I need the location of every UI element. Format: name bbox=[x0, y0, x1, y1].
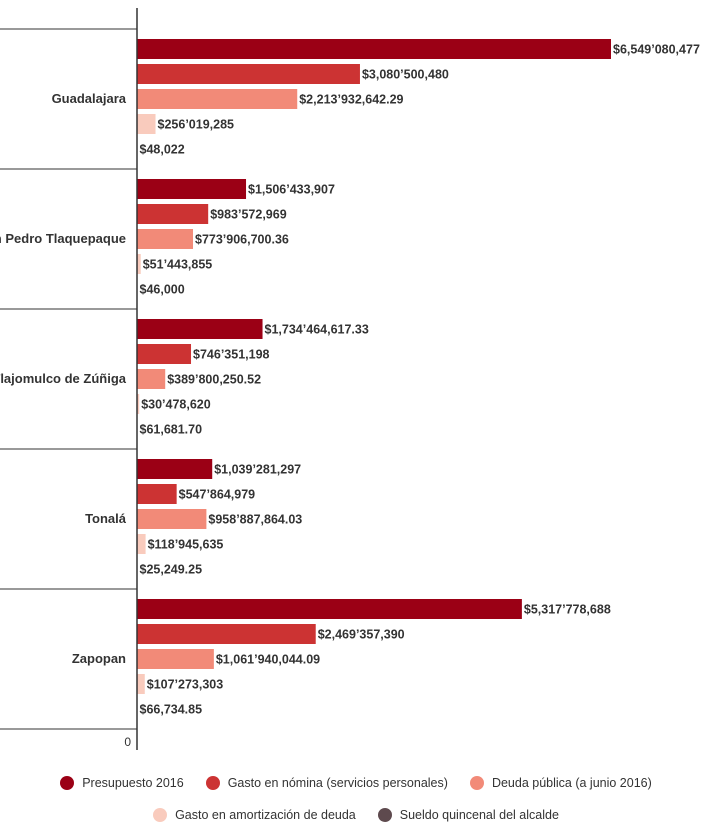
category-label: San Pedro Tlaquepaque bbox=[0, 231, 126, 246]
legend-swatch bbox=[205, 776, 220, 790]
data-label: $5,317’778,688 bbox=[524, 603, 611, 617]
bar bbox=[137, 459, 213, 479]
bar bbox=[137, 394, 140, 414]
data-label: $1,061’940,044.09 bbox=[216, 653, 320, 667]
data-label: $746’351,198 bbox=[193, 348, 270, 362]
data-label: $118’945,635 bbox=[148, 538, 224, 552]
data-label: $1,734’464,617.33 bbox=[265, 323, 369, 337]
legend-row-2: Gasto en amortización de deuda Sueldo qui… bbox=[0, 808, 712, 822]
legend-item[interactable]: Presupuesto 2016 bbox=[60, 776, 184, 790]
data-label: $107’273,303 bbox=[147, 678, 224, 692]
bar bbox=[137, 254, 141, 274]
bar bbox=[137, 649, 214, 669]
data-label: $30’478,620 bbox=[141, 398, 211, 412]
data-label: $2,213’932,642.29 bbox=[299, 93, 403, 107]
data-label: $547’864,979 bbox=[179, 488, 256, 502]
data-label: $6,549’080,477 bbox=[613, 43, 700, 57]
bar bbox=[137, 114, 156, 134]
bar bbox=[137, 204, 209, 224]
data-label: $256’019,285 bbox=[158, 118, 235, 132]
bar-chart: Guadalajara San Pedro Tlaquepaque Tlajomul… bbox=[0, 8, 700, 750]
bar bbox=[137, 369, 166, 389]
bar bbox=[137, 89, 298, 109]
data-label: $51’443,855 bbox=[143, 258, 213, 272]
category-label: Zapopan bbox=[72, 651, 126, 666]
data-label: $773’906,700.36 bbox=[195, 233, 289, 247]
data-label: $3,080’500,480 bbox=[362, 68, 449, 82]
bar bbox=[137, 674, 145, 694]
data-label: $983’572,969 bbox=[210, 208, 287, 222]
data-label: $25,249.25 bbox=[140, 563, 203, 577]
legend-label: Gasto en amortización de deuda bbox=[175, 808, 356, 822]
bar bbox=[137, 64, 360, 84]
data-label: $1,506’433,907 bbox=[248, 183, 335, 197]
bar bbox=[137, 599, 522, 619]
category-label: Guadalajara bbox=[52, 91, 127, 106]
data-label: $1,039’281,297 bbox=[214, 463, 301, 477]
data-label: $61,681.70 bbox=[140, 423, 203, 437]
legend-label: Gasto en nómina (servicios personales) bbox=[227, 776, 448, 790]
data-label: $2,469’357,390 bbox=[318, 628, 405, 642]
legend-swatch bbox=[60, 776, 75, 790]
x-tick-label: 0 bbox=[124, 735, 131, 749]
bar bbox=[137, 509, 207, 529]
legend-item[interactable]: Sueldo quincenal del alcalde bbox=[377, 808, 559, 822]
legend-item[interactable]: Gasto en amortización de deuda bbox=[153, 808, 356, 822]
bar bbox=[137, 624, 316, 644]
legend-row-1: Presupuesto 2016 Gasto en nómina (servici… bbox=[0, 776, 712, 790]
bar bbox=[137, 179, 247, 199]
data-label: $958’887,864.03 bbox=[208, 513, 302, 527]
legend-swatch bbox=[377, 808, 392, 822]
bar bbox=[137, 229, 194, 249]
category-label: Tlajomulco de Zúñiga bbox=[0, 371, 127, 386]
legend-swatch bbox=[469, 776, 484, 790]
legend-label: Sueldo quincenal del alcalde bbox=[399, 808, 559, 822]
bar bbox=[137, 39, 611, 59]
legend-swatch bbox=[153, 808, 168, 822]
data-label: $46,000 bbox=[140, 283, 185, 297]
data-label: $66,734.85 bbox=[140, 703, 203, 717]
bar bbox=[137, 344, 192, 364]
data-label: $389’800,250.52 bbox=[167, 373, 261, 387]
legend-label: Presupuesto 2016 bbox=[82, 776, 184, 790]
bar bbox=[137, 319, 263, 339]
legend-item[interactable]: Deuda pública (a junio 2016) bbox=[469, 776, 652, 790]
legend-item[interactable]: Gasto en nómina (servicios personales) bbox=[205, 776, 448, 790]
bar bbox=[137, 534, 146, 554]
legend-label: Deuda pública (a junio 2016) bbox=[491, 776, 652, 790]
data-label: $48,022 bbox=[140, 143, 185, 157]
bar bbox=[137, 484, 177, 504]
category-label: Tonalá bbox=[85, 511, 127, 526]
